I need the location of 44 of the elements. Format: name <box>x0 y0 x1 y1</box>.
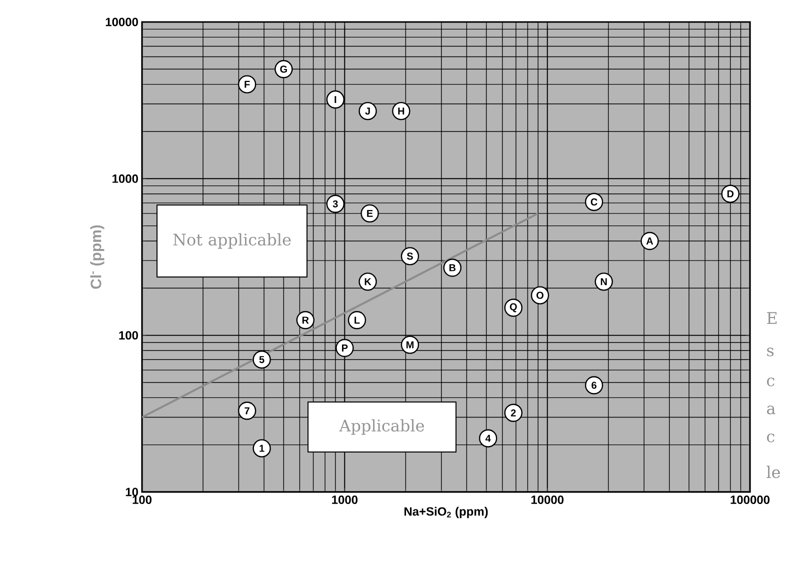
annotation: 5 <box>259 356 264 364</box>
annotation: P <box>342 344 348 352</box>
annotation: J <box>365 108 370 115</box>
annotation: R <box>302 316 309 324</box>
y-axis-title: Cl$^{-}$ (ppm) <box>90 225 104 289</box>
annotation: Applicable <box>339 419 424 435</box>
x-axis-title: Na+SiO$_{2}$ (ppm) <box>404 506 488 518</box>
y-tick-label: 10000 <box>106 18 138 26</box>
annotation: Not applicable <box>173 233 291 249</box>
text: s <box>767 348 774 356</box>
text: le <box>766 466 780 478</box>
annotation: E <box>367 210 373 217</box>
annotation: 6 <box>592 382 596 389</box>
text: c <box>766 434 774 442</box>
annotation: A <box>646 238 654 244</box>
annotation: B <box>449 264 456 272</box>
y-tick-label: 1000 <box>112 174 138 183</box>
annotation: G <box>280 66 287 73</box>
annotation: I <box>334 96 336 103</box>
annotation: K <box>364 278 372 286</box>
annotation: 7 <box>244 407 250 414</box>
annotation: N <box>600 278 607 286</box>
x-tick-label: 10000 <box>531 496 564 504</box>
annotation: M <box>406 341 414 348</box>
annotation: 3 <box>332 200 338 208</box>
annotation: L <box>354 316 360 324</box>
annotation: C <box>590 198 598 206</box>
y-tick-label: 100 <box>119 331 138 340</box>
x-tick-label: 1000 <box>332 496 358 504</box>
annotation: D <box>727 190 734 198</box>
annotation: 4 <box>485 434 491 442</box>
text: E <box>767 312 777 324</box>
annotation: O <box>536 292 544 299</box>
annotation: H <box>398 108 404 115</box>
annotation: 1 <box>260 444 264 452</box>
annotation: 2 <box>510 409 516 416</box>
annotation: Q <box>510 303 517 312</box>
x-tick-label: 100000 <box>730 496 770 504</box>
y-tick-label: 10 <box>126 488 138 496</box>
x-tick-label: 100 <box>132 496 152 504</box>
text: c <box>766 378 774 386</box>
annotation: F <box>244 80 250 88</box>
text: a <box>766 406 776 414</box>
annotation: S <box>406 252 413 260</box>
